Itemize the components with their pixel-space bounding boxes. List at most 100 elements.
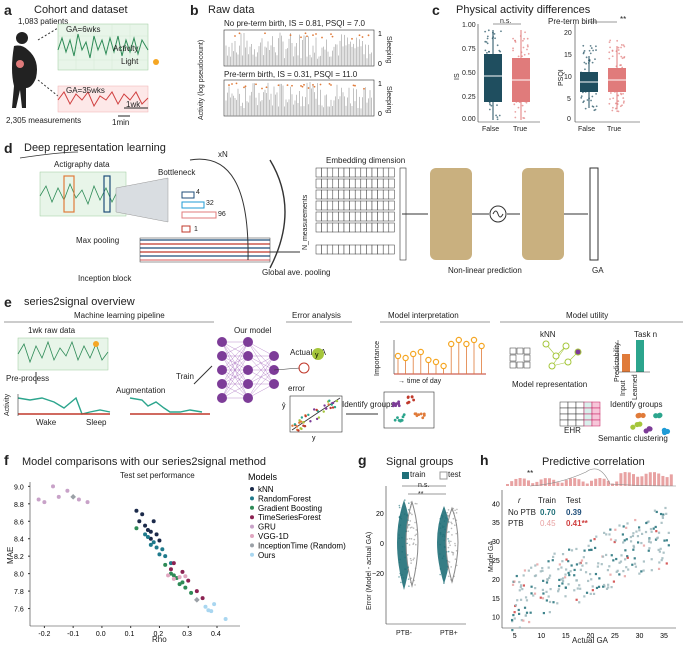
h-point — [646, 521, 649, 524]
box-point — [620, 55, 623, 58]
raw-activity-bars — [225, 32, 372, 116]
raw-bottom-caption: Pre-term birth, IS = 0.31, PSQI = 11.0 — [224, 70, 358, 79]
panel-c-title: Physical activity differences — [456, 4, 591, 16]
h-point — [587, 579, 590, 583]
h-point — [631, 563, 634, 566]
c-sig-label: ** — [620, 15, 627, 24]
h-point — [513, 617, 516, 620]
box-point — [589, 44, 592, 47]
h-point — [578, 584, 581, 587]
h-point — [578, 562, 581, 565]
g-point — [443, 534, 446, 536]
g-point — [454, 544, 457, 547]
g-point — [404, 556, 406, 559]
h-point — [557, 590, 560, 593]
h-point — [591, 585, 594, 588]
importance-point — [432, 358, 440, 366]
h-point — [647, 540, 651, 543]
h-point — [662, 551, 665, 554]
h-hist-bar — [623, 472, 627, 486]
f-xtick: 0.1 — [125, 631, 135, 638]
h-point — [606, 569, 610, 572]
c-tick-000: 0.00 — [462, 116, 476, 123]
h-point — [598, 577, 601, 580]
g-point — [412, 527, 415, 529]
rep-cell — [523, 354, 531, 362]
g-sig: ** — [418, 491, 424, 498]
box-point — [522, 46, 525, 49]
h-xtick: 10 — [537, 633, 545, 640]
f-point — [194, 596, 200, 603]
g-point — [415, 529, 418, 531]
h-point — [622, 569, 625, 573]
box-point — [611, 106, 614, 109]
h-point — [511, 583, 515, 586]
g-point — [449, 544, 451, 547]
g-point — [455, 532, 458, 535]
box-point — [522, 117, 525, 119]
g-point — [451, 509, 454, 512]
h-point — [541, 566, 544, 570]
rep-cell — [509, 354, 517, 362]
c-ns-label: n.s. — [500, 18, 512, 25]
h-hist-bar — [669, 474, 673, 486]
raw-light-point — [321, 36, 323, 39]
h-ytick: 15 — [492, 596, 500, 603]
h-sig: ** — [527, 469, 534, 478]
g-point — [447, 538, 449, 540]
h-point — [533, 574, 537, 578]
f-point — [194, 589, 199, 594]
h-hist-bar — [560, 482, 564, 486]
c-tick-075: 0.75 — [462, 46, 476, 53]
error-point — [315, 417, 319, 421]
ehr-cell — [591, 419, 601, 427]
h-hist-bar — [590, 480, 593, 486]
h-point — [605, 533, 608, 536]
f-point — [134, 508, 139, 513]
g-point — [455, 519, 458, 522]
h-point — [548, 574, 552, 577]
raw-top-caption: No pre-term birth, IS = 0.81, PSQI = 7.0 — [224, 19, 365, 28]
h-point — [629, 535, 632, 539]
bottleneck-label: Bottleneck — [158, 168, 196, 177]
h-point — [601, 555, 605, 558]
raw-light-point — [238, 32, 241, 35]
h-point — [661, 516, 665, 519]
h-point — [650, 558, 653, 561]
f-legend-entry: TimeSeriesForest — [258, 513, 322, 522]
h-point — [578, 601, 581, 604]
raw-light-point — [261, 87, 263, 90]
h-point — [620, 554, 623, 557]
g-point — [412, 543, 414, 546]
h-ytick: 40 — [492, 501, 500, 508]
activity-label: Activity — [113, 44, 139, 53]
g-point — [414, 584, 416, 586]
h-point — [585, 591, 589, 594]
h-point — [579, 568, 582, 571]
f-legend-marker — [250, 543, 254, 548]
error-label: error — [288, 384, 305, 393]
h-hist-bar — [665, 477, 669, 486]
h-point — [619, 560, 623, 563]
g-point — [408, 502, 410, 504]
h-point — [654, 525, 657, 529]
h-point — [597, 562, 600, 565]
h-point — [605, 587, 609, 590]
box-point — [494, 37, 496, 40]
h-point — [588, 548, 591, 552]
box-point — [486, 42, 489, 45]
h-hist-bar — [619, 473, 623, 486]
h-point — [640, 570, 643, 573]
g-point — [399, 558, 401, 561]
c-tick-100: 1.00 — [462, 22, 476, 29]
h-ptb-label: PTB — [508, 519, 524, 528]
h-point — [564, 573, 567, 576]
h-hist-bar — [527, 480, 530, 486]
h-ptb-train: 0.45 — [540, 519, 556, 528]
g-point — [398, 537, 401, 540]
g-legend-test: test — [448, 470, 461, 479]
g-point — [407, 530, 409, 532]
h-point — [575, 563, 579, 566]
box-point — [514, 116, 517, 119]
h-point — [635, 530, 638, 533]
